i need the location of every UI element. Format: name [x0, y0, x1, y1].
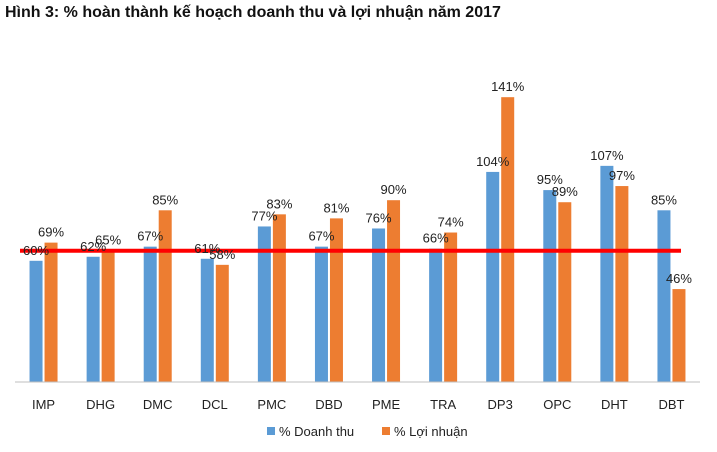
tick-label-pme: PME [372, 397, 401, 412]
tick-label-imp: IMP [32, 397, 55, 412]
bar-revenue-pme [372, 228, 386, 382]
bar-profit-imp [44, 242, 58, 382]
data-label-revenue-dbd: 67% [308, 229, 334, 244]
tick-label-tra: TRA [430, 397, 456, 412]
bar-profit-dbt [672, 289, 686, 382]
data-label-profit-dht: 97% [609, 168, 635, 183]
data-label-profit-imp: 69% [38, 225, 64, 240]
tick-label-dcl: DCL [202, 397, 228, 412]
tick-label-dht: DHT [601, 397, 628, 412]
data-label-revenue-imp: 60% [23, 243, 49, 258]
bar-revenue-dcl [200, 258, 214, 382]
data-label-profit-pmc: 83% [266, 196, 292, 211]
bar-profit-dp3 [501, 97, 515, 383]
bar-revenue-dmc [143, 246, 157, 382]
tick-label-dbd: DBD [315, 397, 342, 412]
data-label-revenue-dcl: 61% [194, 241, 220, 256]
bar-profit-opc [558, 202, 572, 382]
tick-label-pmc: PMC [257, 397, 286, 412]
bar-profit-dbd [329, 218, 343, 382]
data-label-revenue-tra: 66% [423, 231, 449, 246]
data-label-profit-dcl: 58% [209, 247, 235, 262]
bar-profit-dht [615, 186, 629, 382]
legend: % Doanh thu % Lợi nhuận [267, 424, 468, 439]
data-label-revenue-dbt: 85% [651, 192, 677, 207]
bar-revenue-pmc [257, 226, 271, 382]
bar-profit-tra [444, 232, 458, 382]
data-label-profit-pme: 90% [381, 182, 407, 197]
data-label-profit-dp3: 141% [491, 79, 525, 94]
data-label-revenue-dp3: 104% [476, 154, 510, 169]
bar-revenue-imp [29, 260, 43, 382]
bar-profit-dhg [101, 250, 115, 382]
data-labels-layer: 60% 69% 62%65% 67% 85% 61%58% 77%83% 67% 81% 76% 9… [23, 79, 692, 286]
bar-revenue-tra [429, 248, 443, 382]
legend-swatch-profit [382, 427, 390, 435]
bar-revenue-dp3 [486, 171, 500, 382]
data-label-profit-dhg: 65% [95, 233, 121, 248]
data-label-revenue-pmc: 77% [251, 208, 277, 223]
bar-profit-pme [387, 200, 401, 382]
legend-swatch-revenue [267, 427, 275, 435]
tick-label-dp3: DP3 [488, 397, 513, 412]
legend-label-revenue: % Doanh thu [279, 424, 354, 439]
bar-revenue-dht [600, 165, 614, 382]
bar-profit-dcl [215, 264, 229, 382]
legend-label-profit: % Lợi nhuận [394, 424, 468, 439]
tick-label-dbt: DBT [658, 397, 684, 412]
bar-profit-pmc [272, 214, 286, 382]
chart-title: Hình 3: % hoàn thành kế hoạch doanh thu … [5, 4, 501, 21]
data-label-revenue-dhg: 62% [80, 239, 106, 254]
tick-label-dhg: DHG [86, 397, 115, 412]
tick-label-dmc: DMC [143, 397, 173, 412]
data-label-revenue-pme: 76% [366, 210, 392, 225]
data-label-revenue-opc: 95% [537, 172, 563, 187]
tick-label-opc: OPC [543, 397, 571, 412]
bar-revenue-opc [543, 190, 557, 382]
bar-revenue-dhg [86, 256, 100, 382]
data-label-revenue-dmc: 67% [137, 229, 163, 244]
bar-revenue-dbd [314, 246, 328, 382]
bars-layer [29, 97, 686, 383]
data-label-profit-opc: 89% [552, 184, 578, 199]
bar-profit-dmc [158, 210, 172, 382]
data-label-profit-dbd: 81% [323, 200, 349, 215]
bar-revenue-dbt [657, 210, 671, 382]
data-label-profit-dbt: 46% [666, 271, 692, 286]
data-label-profit-tra: 74% [438, 215, 464, 230]
data-label-profit-dmc: 85% [152, 192, 178, 207]
x-tick-labels: IMP DHG DMC DCL PMC DBD PME TRA DP3 OPC DHT DBT [32, 397, 685, 412]
data-label-revenue-dht: 107% [590, 148, 624, 163]
